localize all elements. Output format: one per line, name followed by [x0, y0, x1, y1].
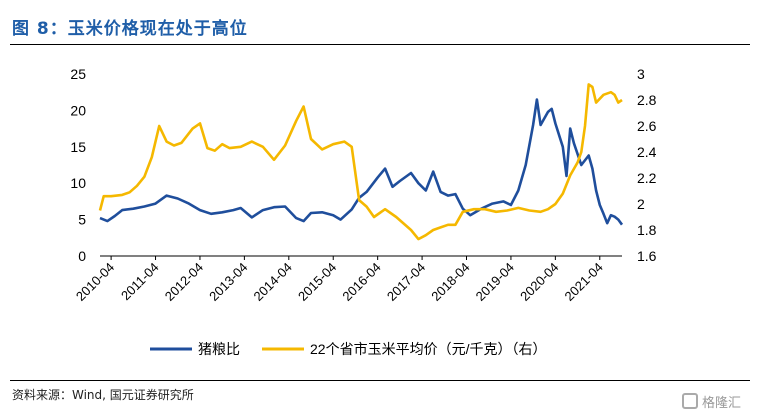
watermark-text: 格隆汇 [702, 395, 742, 411]
source-divider [10, 380, 750, 381]
x-tick-label: 2020-04 [517, 260, 561, 304]
y-left-tick-label: 20 [70, 102, 86, 118]
x-tick-label: 2015-04 [295, 260, 339, 304]
figure-title: 图 8：玉米价格现在处于高位 [12, 19, 248, 39]
y-right-tick-label: 2.2 [637, 170, 657, 186]
chart-legend: 猪粮比 22个省市玉米平均价（元/千克）（右） [150, 341, 546, 357]
y-right-tick-label: 1.6 [637, 248, 657, 264]
y-left-tick-label: 5 [78, 212, 86, 228]
y-left-tick-label: 25 [70, 66, 86, 82]
x-tick-label: 2014-04 [251, 260, 295, 304]
legend-label-0: 猪粮比 [198, 341, 240, 357]
x-tick-label: 2018-04 [428, 260, 472, 304]
x-tick-label: 2013-04 [206, 260, 250, 304]
y-left-tick-label: 0 [78, 248, 86, 264]
x-tick-label: 2019-04 [473, 260, 517, 304]
x-tick-label: 2016-04 [339, 260, 383, 304]
watermark-logo-icon [682, 393, 698, 409]
source-note: 资料来源：Wind, 国元证券研究所 [12, 388, 194, 402]
y-right-tick-label: 2.8 [637, 92, 657, 108]
y-left-tick-label: 15 [70, 139, 86, 155]
x-tick-label: 2012-04 [162, 260, 206, 304]
y-left-tick-label: 10 [70, 175, 86, 191]
series-line-0 [99, 98, 624, 226]
x-tick-label: 2021-04 [562, 260, 606, 304]
x-tick-label: 2010-04 [73, 260, 117, 304]
y-right-tick-label: 1.8 [637, 222, 657, 238]
chart-series [98, 83, 624, 241]
x-tick-label: 2017-04 [384, 260, 428, 304]
series-line-1 [98, 83, 623, 241]
watermark: 格隆汇 [682, 390, 762, 412]
y-right-tick-label: 2 [637, 196, 645, 212]
legend-label-1: 22个省市玉米平均价（元/千克）（右） [310, 341, 546, 357]
y-right-tick-label: 3 [637, 66, 645, 82]
y-right-tick-label: 2.4 [637, 144, 657, 160]
title-divider [10, 44, 750, 45]
x-tick-label: 2011-04 [118, 260, 162, 304]
y-right-tick-label: 2.6 [637, 118, 657, 134]
